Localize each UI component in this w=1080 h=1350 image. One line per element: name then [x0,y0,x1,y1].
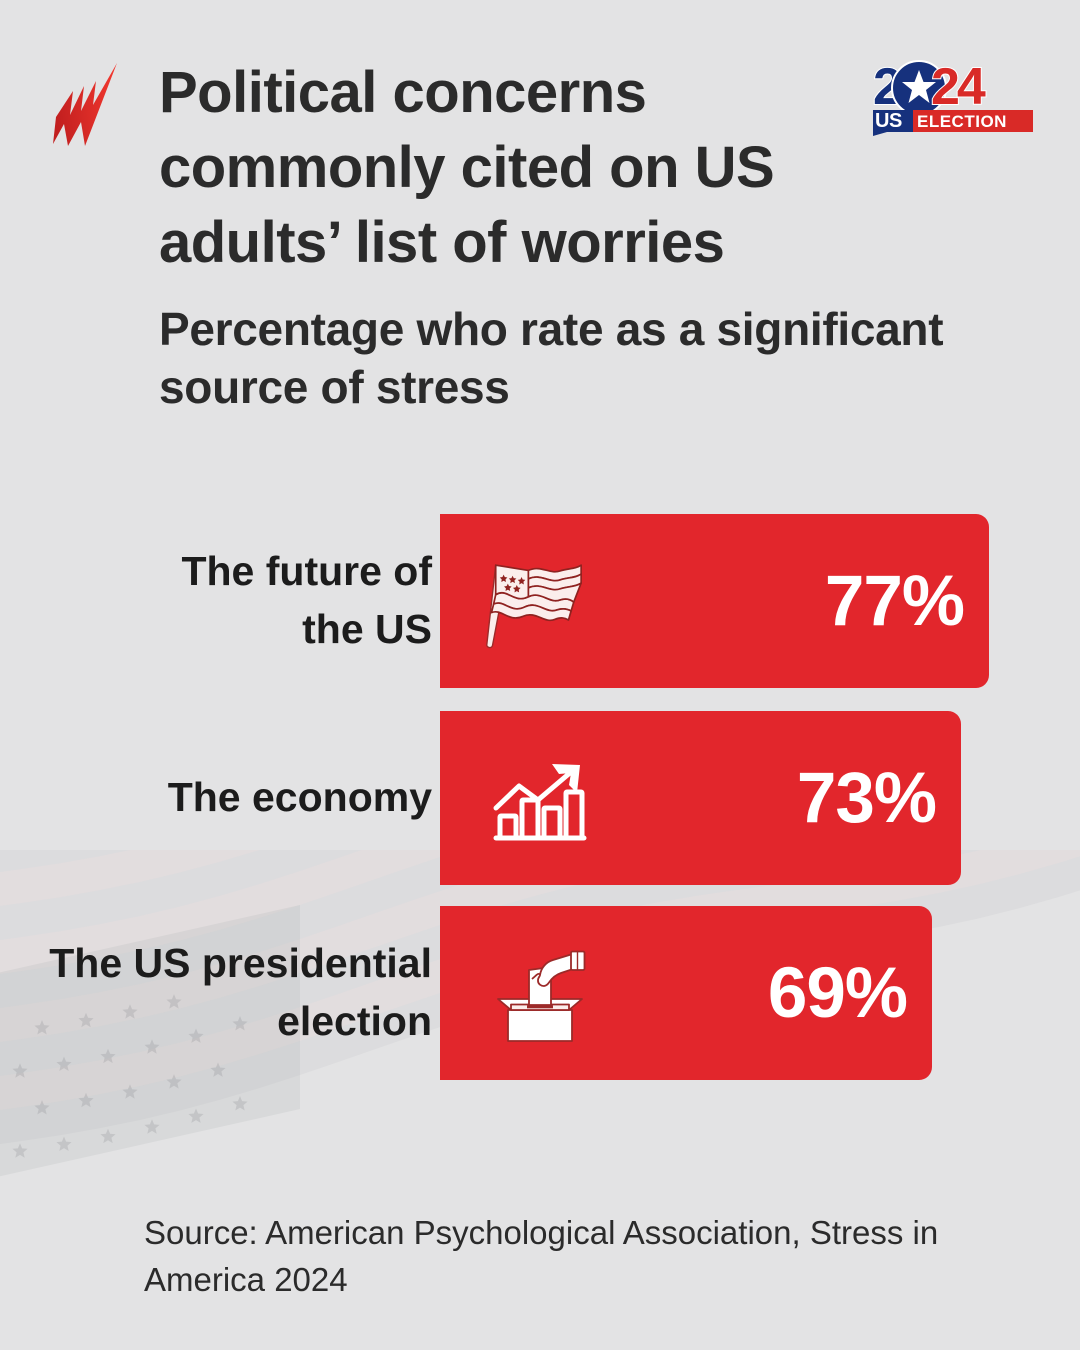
svg-text:24: 24 [931,58,986,116]
svg-text:US: US [875,110,902,132]
svg-text:ELECTION: ELECTION [917,112,1007,131]
